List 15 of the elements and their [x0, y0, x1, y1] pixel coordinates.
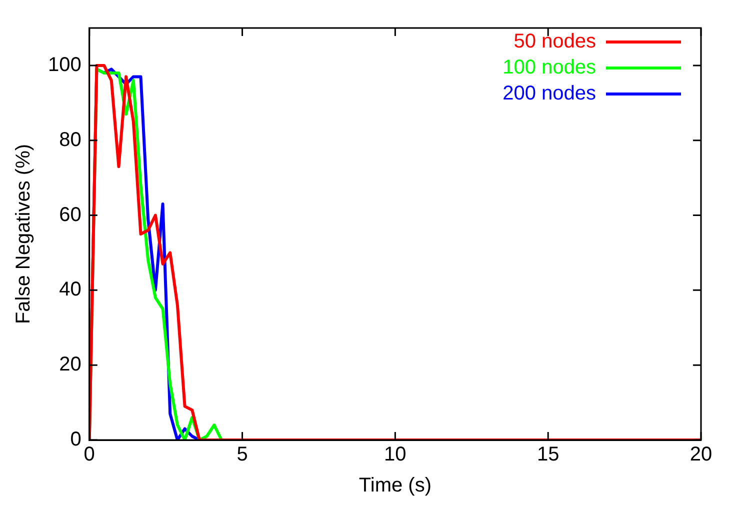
y-tick-label: 20: [59, 354, 82, 376]
y-tick-label: 60: [59, 204, 82, 226]
x-tick-label: 5: [236, 444, 248, 466]
y-tick-label: 0: [70, 428, 82, 451]
x-tick-label: 20: [690, 444, 712, 466]
legend-label: 200 nodes: [502, 82, 596, 105]
y-tick-label: 80: [59, 128, 82, 151]
y-axis-title: False Negatives (%): [12, 144, 35, 324]
x-tick-label: 15: [536, 444, 560, 466]
x-axis-title: Time (s): [358, 474, 432, 497]
y-tick-label: 40: [59, 278, 82, 301]
x-tick-label: 10: [384, 444, 406, 466]
legend-label: 100 nodes: [502, 56, 596, 79]
y-tick-label: 100: [48, 54, 82, 76]
legend-label: 50 nodes: [514, 30, 596, 53]
